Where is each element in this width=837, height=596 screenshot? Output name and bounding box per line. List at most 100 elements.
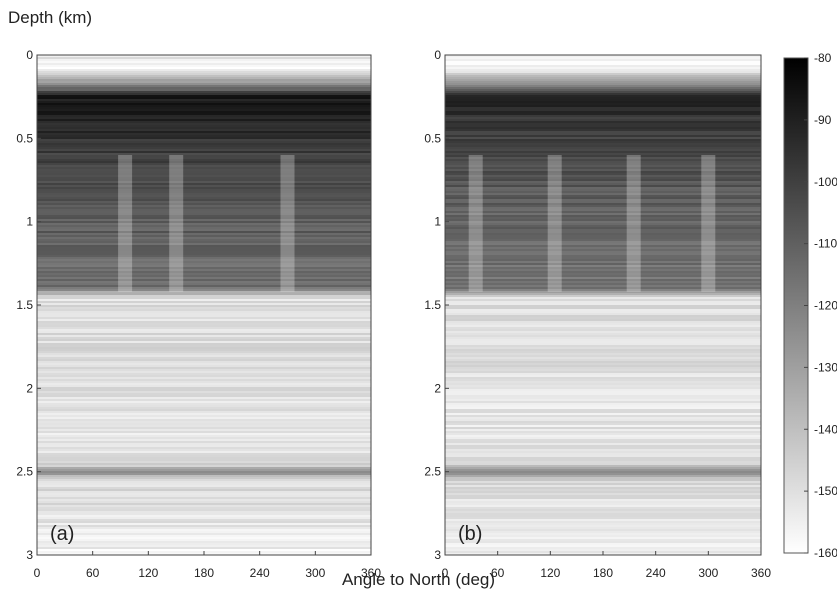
panel-b-depth-band [445,411,761,414]
panel-b-depth-band [445,347,761,350]
panel-b-depth-band [445,409,761,412]
panel-b-depth-band [445,291,761,294]
panel-b-depth-band [445,463,761,466]
panel-a-depth-band [37,469,371,472]
panel-b-depth-band [445,321,761,324]
panel-a-depth-band [37,353,371,356]
panel-b-depth-band [445,193,761,196]
panel-b-depth-band [445,261,761,264]
panel-a-depth-band [37,413,371,416]
panel-b-depth-band [445,79,761,82]
panel-a-depth-band [37,127,371,130]
panel-a-depth-band [37,385,371,388]
panel-b-depth-band [445,285,761,288]
panel-a-depth-band [37,521,371,524]
panel-b-depth-band [445,219,761,222]
panel-a-depth-band [37,171,371,174]
panel-b-depth-band [445,363,761,366]
panel-b-depth-band [445,385,761,388]
panel-a-depth-band [37,279,371,282]
panel-a-depth-band [37,363,371,366]
panel-b-depth-band [445,333,761,336]
panel-a-depth-band [37,437,371,440]
panel-a-depth-band [37,249,371,252]
panel-a-bright-streak [118,155,133,292]
panel-b-depth-band [445,211,761,214]
panel-a-x-tick-label: 180 [194,566,214,580]
panel-a-depth-band [37,117,371,120]
panel-a-depth-band [37,453,371,456]
panel-b-depth-band [445,475,761,478]
panel-a-depth-band [37,445,371,448]
panel-a-depth-band [37,309,371,312]
panel-b-depth-band [445,195,761,198]
panel-b-depth-band [445,465,761,468]
panel-b-depth-band [445,373,761,376]
panel-b-x-tick-label: 0 [442,566,449,580]
panel-b-depth-band [445,167,761,170]
panel-b-depth-band [445,499,761,502]
colorbar-ticks: -80 -90 -100 -110 -120 -130 -140 -150 -160 [804,51,837,560]
panel-b-depth-band [445,141,761,144]
panel-b-depth-band [445,331,761,334]
panel-b-depth-band [445,317,761,320]
panel-b-bright-streak [547,155,562,292]
panel-a-depth-band [37,483,371,486]
panel-a-depth-band [37,457,371,460]
panel-a-depth-band [37,187,371,190]
panel-a-depth-band [37,383,371,386]
panel-b-depth-band [445,73,761,76]
colorbar-tick-label: -140 [814,422,837,436]
panel-a-depth-band [37,105,371,108]
panel-b-depth-band [445,257,761,260]
panel-a-depth-band [37,55,371,58]
panel-b-x-ticks: 0 60 120 180 240 300 360 [442,551,771,580]
panel-a-depth-band [37,123,371,126]
panel-b-depth-band [445,429,761,432]
panel-b-depth-band [445,403,761,406]
panel-a-depth-band [37,265,371,268]
panel-b-depth-band [445,153,761,156]
colorbar-tick-label: -120 [814,299,837,313]
colorbar-tick-label: -150 [814,484,837,498]
panel-b-depth-band [445,377,761,380]
panel-a-depth-band [37,91,371,94]
panel-a-depth-band [37,333,371,336]
panel-b-depth-band [445,107,761,110]
panel-a-depth-band [37,125,371,128]
panel-b-depth-band [445,527,761,530]
panel-b-depth-band [445,397,761,400]
panel-a-depth-band [37,331,371,334]
panel-b-depth-band [445,387,761,390]
panel-b-depth-band [445,509,761,512]
panel-a-depth-band [37,155,371,158]
panel-a-depth-band [37,149,371,152]
panel-a-depth-band [37,429,371,432]
panel-a-depth-band [37,547,371,550]
panel-a-depth-band [37,301,371,304]
panel-b-depth-band [445,101,761,104]
panel-a-depth-band [37,57,371,60]
panel-a-depth-band [37,107,371,110]
panel-b-depth-band [445,381,761,384]
colorbar-tick-label: -80 [814,51,832,65]
panel-a-depth-band [37,493,371,496]
panel-b-depth-band [445,185,761,188]
panel-a-depth-band [37,467,371,470]
panel-a-depth-band [37,415,371,418]
panel-b-depth-band [445,477,761,480]
panel-a-depth-band [37,419,371,422]
panel-a-depth-band [37,407,371,410]
panel-b-depth-band [445,351,761,354]
panel-b-depth-band [445,273,761,276]
panel-b-depth-band [445,229,761,232]
panel-b-x-tick-label: 240 [646,566,666,580]
panel-a-depth-band [37,173,371,176]
panel-b-depth-band [445,427,761,430]
panel-a-y-tick-label: 0.5 [16,131,33,145]
panel-b-depth-band [445,431,761,434]
panel-b-depth-band [445,479,761,482]
panel-b-depth-band [445,435,761,438]
panel-a-depth-band [37,133,371,136]
panel-a-depth-band [37,235,371,238]
